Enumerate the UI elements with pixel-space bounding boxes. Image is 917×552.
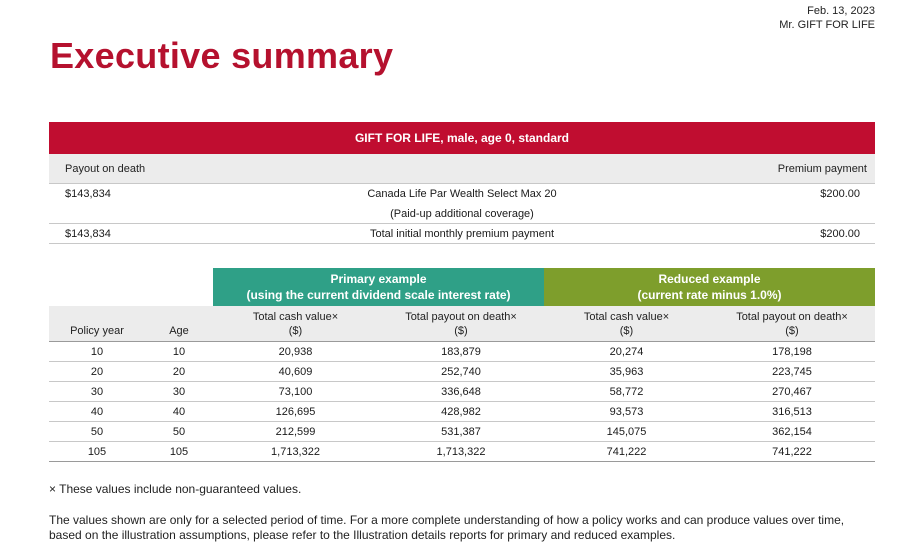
reduced-payout-cell: 178,198 — [772, 345, 812, 358]
reduced-cash-cell: 93,573 — [609, 405, 644, 418]
page-title: Executive summary — [50, 35, 394, 76]
table-row: 30 30 73,100 336,648 58,772 270,467 — [49, 382, 875, 402]
policy-year-cell: 10 — [90, 345, 104, 358]
table-row: 40 40 126,695 428,982 93,573 316,513 — [49, 402, 875, 422]
primary-payout-cell: 428,982 — [441, 405, 481, 418]
primary-cash-cell: 212,599 — [275, 425, 316, 438]
premium-payment-header: Premium payment — [777, 162, 867, 175]
reduced-payout-cell: 741,222 — [772, 445, 812, 458]
summary-header-row: Payout on death Premium payment — [49, 154, 875, 184]
footnote: × These values include non-guaranteed va… — [49, 482, 302, 496]
summary-description: Canada Life Par Wealth Select Max 20 — [367, 188, 557, 200]
reduced-example-title: Reduced example — [658, 272, 761, 286]
primary-example-header: Primary example (using the current divid… — [213, 268, 544, 306]
examples-column-header: Policy year Age Total cash value× ($) To… — [49, 306, 875, 342]
document-meta: Feb. 13, 2023 Mr. GIFT FOR LIFE — [779, 4, 875, 32]
reduced-cash-cell: 741,222 — [606, 445, 647, 458]
header-unit: ($) — [785, 324, 799, 337]
primary-cash-value-header: Total cash value× ($) — [213, 306, 378, 341]
summary-description: (Paid-up additional coverage) — [390, 207, 534, 220]
primary-payout-header: Total payout on death× ($) — [378, 306, 544, 341]
policy-year-cell: 50 — [90, 425, 104, 438]
primary-cash-cell: 20,938 — [278, 345, 313, 358]
age-cell: 105 — [169, 445, 189, 458]
band-spacer — [49, 268, 213, 306]
header-unit: ($) — [619, 324, 634, 337]
policy-year-cell: 30 — [90, 385, 104, 398]
reduced-example-subtitle: (current rate minus 1.0%) — [637, 288, 782, 302]
age-cell: 20 — [172, 365, 186, 378]
primary-payout-cell: 183,879 — [441, 345, 481, 358]
header-unit: ($) — [454, 324, 468, 337]
table-row: 20 20 40,609 252,740 35,963 223,745 — [49, 362, 875, 382]
client-name: Mr. GIFT FOR LIFE — [779, 19, 875, 31]
header-label: Total cash value× — [252, 310, 339, 323]
summary-total-row: $143,834 Total initial monthly premium p… — [49, 224, 875, 244]
policy-year-cell: 105 — [87, 445, 107, 458]
reduced-cash-cell: 35,963 — [609, 365, 644, 378]
age-cell: 40 — [172, 405, 186, 418]
summary-total-payout: $143,834 — [65, 227, 111, 240]
reduced-payout-cell: 223,745 — [772, 365, 812, 378]
header-label: Total payout on death× — [736, 310, 848, 323]
summary-row: $143,834 Canada Life Par Wealth Select M… — [49, 184, 875, 204]
primary-example-subtitle: (using the current dividend scale intere… — [246, 288, 511, 302]
header-label: Total cash value× — [583, 310, 670, 323]
policy-year-header: Policy year — [70, 325, 124, 337]
primary-payout-cell: 531,387 — [441, 425, 481, 438]
examples-band-row: Primary example (using the current divid… — [49, 268, 875, 306]
summary-payout: $143,834 — [65, 188, 111, 200]
summary-title: GIFT FOR LIFE, male, age 0, standard — [49, 122, 875, 154]
policy-year-cell: 40 — [90, 405, 104, 418]
reduced-payout-cell: 270,467 — [772, 385, 812, 398]
reduced-cash-cell: 58,772 — [609, 385, 644, 398]
age-cell: 10 — [172, 345, 186, 358]
primary-cash-cell: 126,695 — [275, 405, 316, 418]
reduced-payout-cell: 316,513 — [772, 405, 812, 418]
primary-example-title: Primary example — [330, 272, 427, 286]
age-cell: 50 — [172, 425, 186, 438]
document-date: Feb. 13, 2023 — [807, 5, 875, 17]
reduced-payout-header: Total payout on death× ($) — [709, 306, 875, 341]
reduced-payout-cell: 362,154 — [772, 425, 812, 438]
age-header: Age — [169, 325, 189, 337]
age-cell: 30 — [172, 385, 186, 398]
summary-row: (Paid-up additional coverage) — [49, 204, 875, 224]
primary-cash-cell: 73,100 — [278, 385, 313, 398]
table-row: 50 50 212,599 531,387 145,075 362,154 — [49, 422, 875, 442]
policy-year-cell: 20 — [90, 365, 104, 378]
reduced-example-header: Reduced example (current rate minus 1.0%… — [544, 268, 875, 306]
summary-table: GIFT FOR LIFE, male, age 0, standard Pay… — [49, 122, 875, 244]
table-row: 10 10 20,938 183,879 20,274 178,198 — [49, 342, 875, 362]
summary-premium: $200.00 — [820, 188, 860, 200]
primary-payout-cell: 336,648 — [441, 385, 481, 398]
reduced-cash-value-header: Total cash value× ($) — [544, 306, 709, 341]
header-unit: ($) — [288, 324, 303, 337]
primary-cash-cell: 40,609 — [278, 365, 313, 378]
reduced-cash-cell: 20,274 — [609, 345, 644, 358]
table-row: 105 105 1,713,322 1,713,322 741,222 741,… — [49, 442, 875, 462]
primary-cash-cell: 1,713,322 — [271, 445, 320, 458]
primary-payout-cell: 1,713,322 — [436, 445, 486, 458]
payout-on-death-header: Payout on death — [65, 162, 146, 175]
summary-total-premium: $200.00 — [820, 227, 860, 240]
reduced-cash-cell: 145,075 — [606, 425, 647, 438]
disclaimer-paragraph: The values shown are only for a selected… — [49, 513, 845, 542]
summary-total-description: Total initial monthly premium payment — [369, 227, 555, 240]
header-label: Total payout on death× — [405, 310, 517, 323]
examples-table: Primary example (using the current divid… — [49, 268, 875, 462]
primary-payout-cell: 252,740 — [441, 365, 481, 378]
